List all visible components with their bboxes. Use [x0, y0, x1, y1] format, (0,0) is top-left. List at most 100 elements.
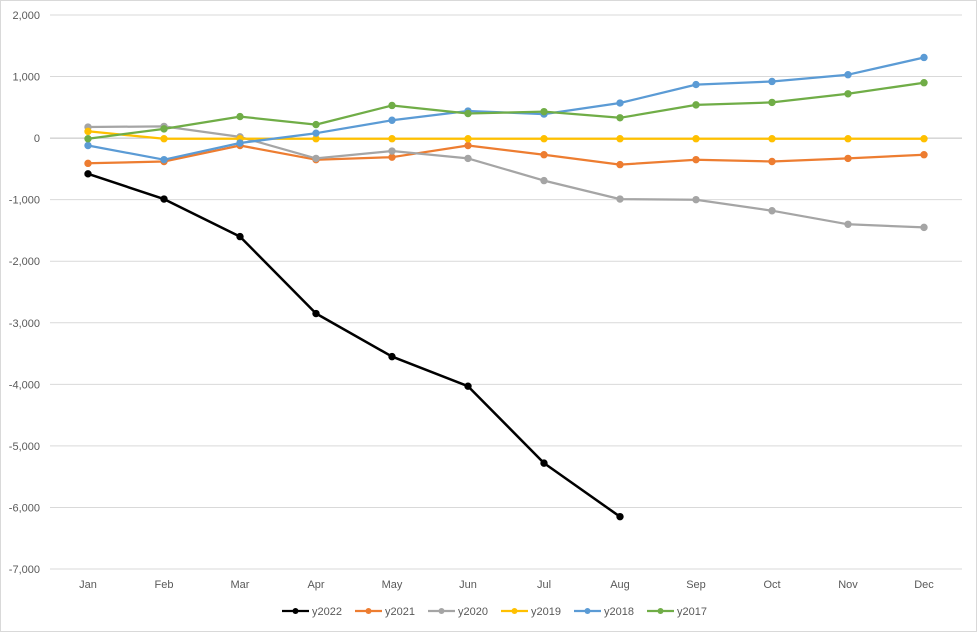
x-tick-label: Oct: [763, 579, 780, 591]
legend: y2022 y2021 y2020 y2019 y2018 y2017: [282, 606, 707, 618]
data-point: [388, 153, 396, 161]
legend-label: y2019: [531, 606, 561, 618]
legend-entry-y2018: y2018: [574, 606, 634, 618]
x-axis-tick-labels: Jan Feb Mar Apr May Jun Jul Aug Sep Oct Nov Dec: [79, 579, 934, 591]
data-point: [920, 135, 928, 143]
y-tick-label: 1,000: [12, 72, 40, 84]
y-tick-label: 2,000: [12, 10, 40, 22]
data-point: [768, 157, 776, 166]
data-point: [920, 53, 928, 62]
x-tick-label: Jan: [79, 579, 97, 591]
series-y2017: [84, 79, 928, 143]
data-point: [312, 309, 320, 318]
x-tick-label: Aug: [610, 579, 630, 591]
y-tick-label: -5,000: [9, 441, 40, 453]
data-point: [844, 154, 852, 163]
data-point: [844, 90, 852, 98]
series-line: [86, 172, 622, 518]
legend-swatch-marker: [511, 608, 518, 614]
y-tick-label: -4,000: [9, 379, 40, 391]
legend-entry-y2021: y2021: [355, 606, 415, 618]
data-point: [388, 147, 396, 155]
data-point: [616, 195, 624, 203]
legend-swatch-marker: [584, 608, 591, 614]
data-point: [388, 101, 396, 110]
series-line: [86, 125, 926, 229]
data-point: [312, 154, 320, 163]
data-point: [464, 135, 472, 143]
legend-swatch-marker: [657, 608, 664, 614]
legend-label: y2017: [677, 606, 707, 618]
data-point: [388, 135, 396, 143]
series-line: [86, 56, 926, 161]
data-point: [464, 382, 472, 390]
data-point: [464, 141, 472, 150]
y-tick-label: -7,000: [9, 564, 40, 576]
y-tick-label: 0: [34, 133, 40, 145]
x-tick-label: Sep: [686, 579, 706, 591]
data-point: [844, 71, 852, 79]
data-point: [692, 155, 700, 164]
series-y2020: [84, 122, 928, 232]
series-line: [86, 130, 926, 140]
series-y2022: [84, 170, 624, 521]
data-point: [84, 127, 92, 136]
series-line: [86, 144, 926, 166]
data-point: [844, 220, 852, 228]
data-point: [692, 195, 700, 204]
series-lines: [84, 53, 928, 521]
data-point: [464, 154, 472, 163]
legend-swatch-marker: [438, 608, 445, 614]
legend-entry-y2017: y2017: [647, 606, 707, 618]
data-point: [160, 125, 168, 133]
y-tick-label: -6,000: [9, 502, 40, 514]
legend-swatch-marker: [365, 608, 372, 614]
data-point: [388, 352, 396, 361]
legend-label: y2022: [312, 606, 342, 618]
data-point: [920, 79, 928, 87]
data-point: [540, 107, 548, 116]
data-point: [540, 135, 548, 143]
y-tick-label: -3,000: [9, 318, 40, 330]
y-axis-tick-labels: 2,000 1,000 0 -1,000 -2,000 -3,000 -4,000 -5,00…: [9, 10, 40, 576]
gridlines: [50, 14, 962, 570]
data-point: [540, 459, 548, 467]
data-point: [768, 77, 776, 86]
data-point: [616, 135, 624, 143]
x-tick-label: Apr: [307, 579, 324, 591]
data-point: [236, 232, 244, 241]
legend-label: y2020: [458, 606, 488, 618]
data-point: [920, 223, 928, 232]
legend-swatch-marker: [292, 608, 299, 614]
series-y2018: [84, 53, 928, 164]
data-point: [692, 135, 700, 143]
data-point: [768, 135, 776, 143]
y-tick-label: -1,000: [9, 195, 40, 207]
data-point: [616, 99, 624, 107]
x-tick-label: Jun: [459, 579, 477, 591]
y-tick-label: -2,000: [9, 256, 40, 268]
data-point: [236, 112, 244, 121]
data-point: [844, 135, 852, 143]
legend-entry-y2022: y2022: [282, 606, 342, 618]
data-point: [540, 151, 548, 159]
data-point: [616, 114, 624, 122]
data-point: [84, 135, 92, 143]
data-point: [540, 176, 548, 185]
legend-label: y2018: [604, 606, 634, 618]
data-point: [768, 98, 776, 107]
data-point: [312, 129, 320, 137]
x-tick-label: Mar: [231, 579, 250, 591]
data-point: [160, 135, 168, 143]
data-point: [692, 80, 700, 89]
legend-entry-y2019: y2019: [501, 606, 561, 618]
x-tick-label: Jul: [537, 579, 551, 591]
data-point: [312, 120, 320, 129]
series-y2021: [84, 141, 928, 169]
data-point: [920, 151, 928, 159]
data-point: [84, 141, 92, 150]
data-point: [84, 159, 92, 168]
legend-label: y2021: [385, 606, 415, 618]
